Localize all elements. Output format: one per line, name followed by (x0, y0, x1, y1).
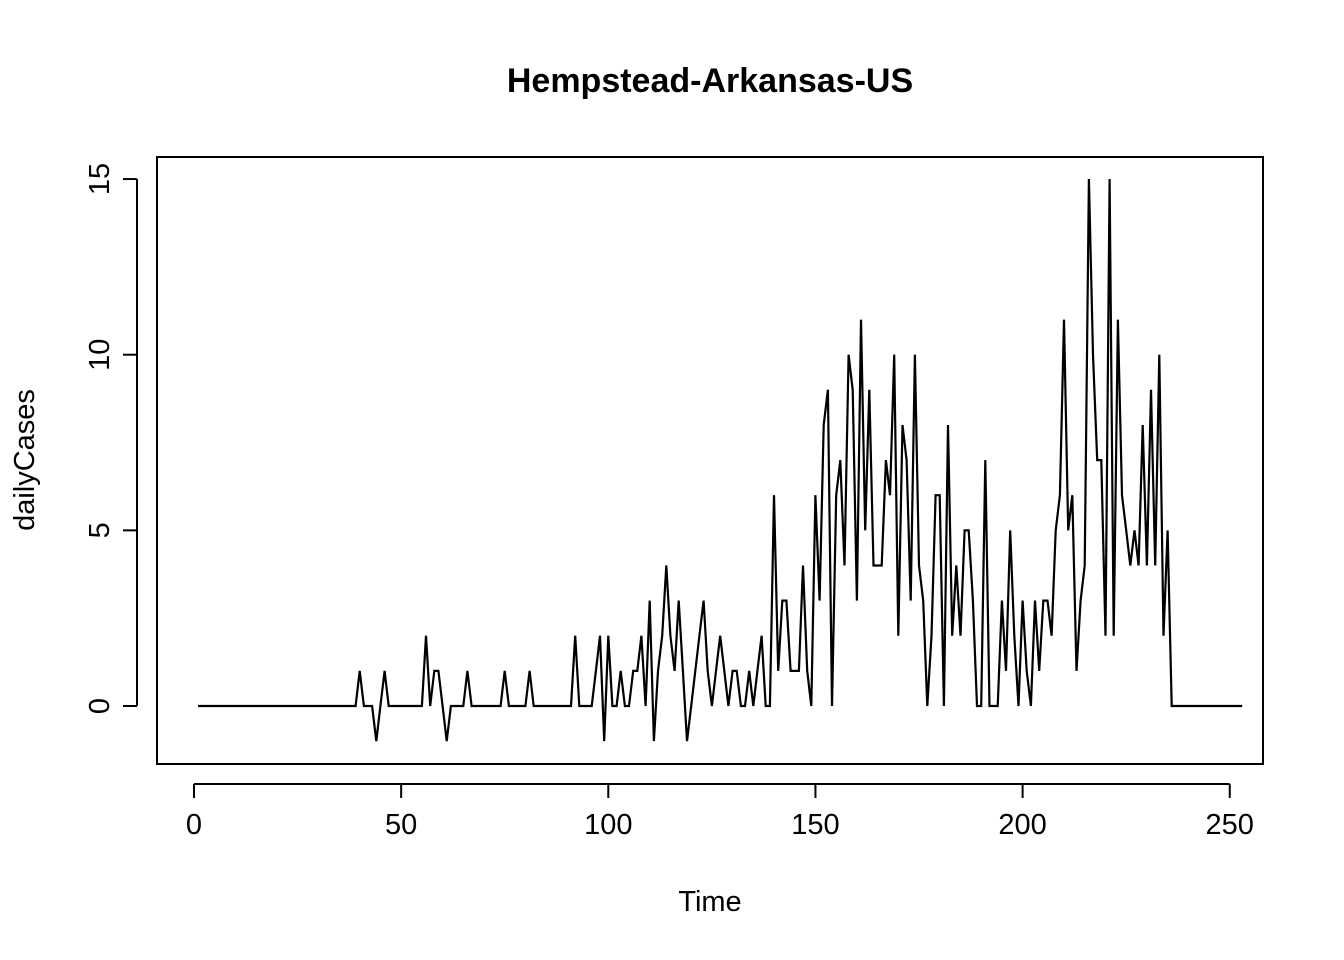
chart-title: Hempstead-Arkansas-US (507, 62, 913, 100)
y-tick-label: 15 (84, 163, 116, 195)
x-axis-label: Time (678, 886, 741, 918)
y-axis: 0 5 10 15 (84, 163, 138, 714)
y-tick-label: 0 (84, 698, 116, 714)
x-tick-label: 50 (385, 809, 417, 841)
y-tick-label: 5 (84, 522, 116, 538)
daily-cases-line (198, 178, 1243, 742)
y-axis-label: dailyCases (9, 389, 41, 531)
x-tick-label: 250 (1206, 809, 1254, 841)
x-tick-label: 100 (584, 809, 632, 841)
y-tick-label: 10 (84, 339, 116, 371)
x-tick-label: 0 (186, 809, 202, 841)
x-tick-label: 150 (791, 809, 839, 841)
plot-frame (156, 156, 1264, 765)
x-axis: 0 50 100 150 200 250 (186, 783, 1254, 841)
x-tick-label: 200 (998, 809, 1046, 841)
